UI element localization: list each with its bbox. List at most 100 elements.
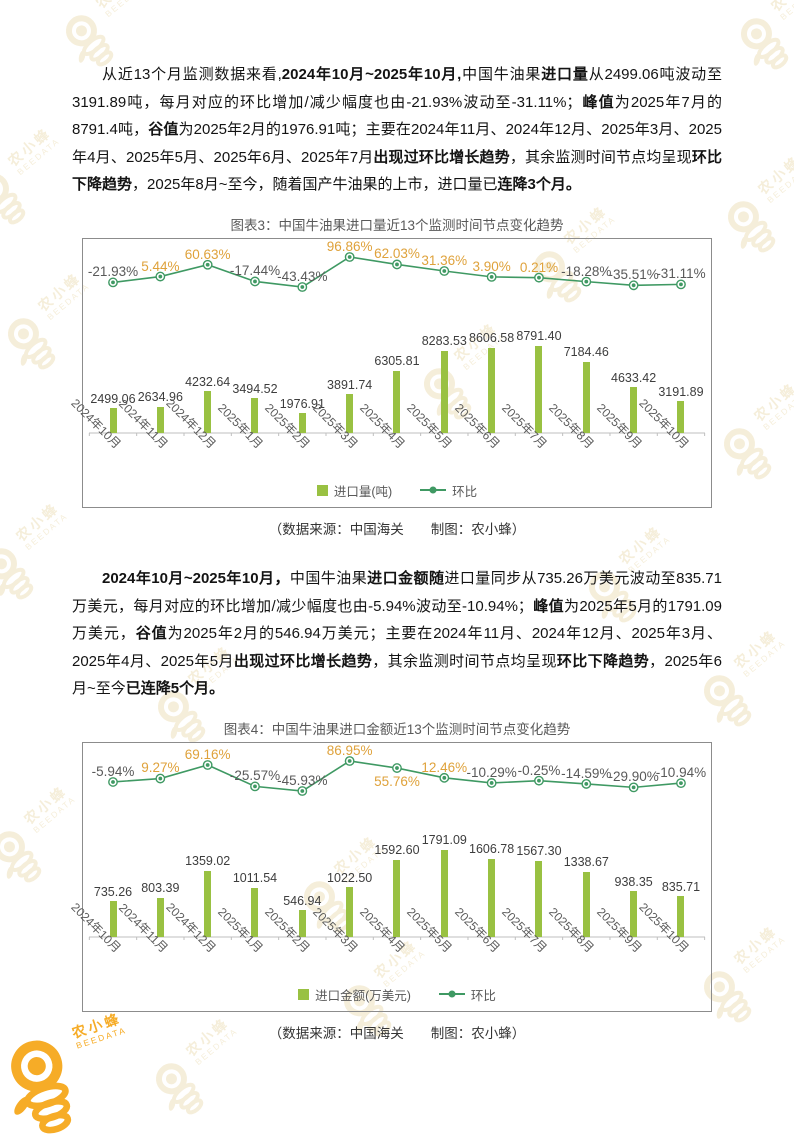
import-bar bbox=[251, 887, 259, 937]
bar-value-label: 938.35 bbox=[614, 874, 653, 889]
chart4-canvas: 735.26 803.39 1359.02 1011.54 546.94 1022.50 1… bbox=[68, 741, 712, 1012]
import-bar bbox=[346, 394, 354, 433]
bee-logo-icon bbox=[155, 1063, 204, 1115]
legend-bar-label: 进口量(吨) bbox=[333, 484, 393, 499]
bar-value-label: 2499.06 bbox=[90, 391, 136, 406]
emphasis-text: 环比下降趋势 bbox=[72, 148, 722, 194]
body-text: 从近13个月监测数据来看, bbox=[102, 66, 282, 83]
import-bar bbox=[630, 387, 638, 433]
bar-value-label: 1606.78 bbox=[469, 842, 515, 857]
bar-value-label: 8283.53 bbox=[421, 334, 467, 349]
body-text: 从2499.06吨波动至3191.89吨，每月对应的环比增加/减少幅度也由-21… bbox=[72, 66, 722, 111]
legend-line-label: 环比 bbox=[452, 484, 478, 499]
emphasis-text: 出现过环比增长趋势 bbox=[233, 652, 373, 670]
emphasis-text: 谷值 bbox=[135, 625, 168, 643]
ring-ratio-label: 62.03% bbox=[374, 246, 420, 262]
import-bar bbox=[535, 860, 543, 937]
bar-value-label: 803.39 bbox=[141, 881, 180, 896]
paragraph-import-volume: 从近13个月监测数据来看,2024年10月~2025年10月,中国牛油果进口量从… bbox=[72, 61, 722, 199]
bar-value-label: 6305.81 bbox=[374, 354, 420, 369]
import-bar bbox=[488, 858, 496, 937]
emphasis-text: 2024年10月~2025年10月, bbox=[281, 66, 462, 83]
body-text: ，2025年6月~至今 bbox=[72, 652, 722, 698]
bar-value-label: 1567.30 bbox=[516, 844, 562, 859]
import-bar bbox=[109, 901, 117, 937]
ring-ratio-label: 86.95% bbox=[326, 742, 373, 758]
import-bar bbox=[298, 910, 306, 937]
import-bar bbox=[440, 849, 448, 937]
import-bar bbox=[393, 859, 401, 937]
import-bar bbox=[488, 347, 496, 433]
emphasis-text: 2024年10月~2025年10月， bbox=[102, 569, 290, 587]
ring-ratio-label: -18.28% bbox=[561, 263, 612, 279]
body-text: 为2025年2月的546.94万美元；主要在2024年11月、2024年12月、… bbox=[72, 625, 722, 670]
bar-value-label: 4633.42 bbox=[611, 370, 657, 385]
ring-ratio-label: -45.93% bbox=[277, 772, 328, 788]
import-bar bbox=[346, 887, 354, 937]
bar-value-label: 1338.67 bbox=[563, 855, 609, 870]
ring-ratio-label: 60.63% bbox=[184, 246, 231, 262]
ring-ratio-label: -31.11% bbox=[656, 266, 706, 282]
chart4-block: 图表4：中国牛油果进口金额近13个监测时间节点变化趋势 735.26 803.39… bbox=[68, 718, 722, 1042]
ring-ratio-label: 12.46% bbox=[421, 759, 468, 775]
ring-ratio-label: -29.90% bbox=[608, 769, 659, 785]
ring-ratio-label: 3.90% bbox=[472, 258, 511, 274]
bar-value-label: 1592.60 bbox=[374, 843, 420, 858]
bee-logo-icon bbox=[11, 1040, 72, 1134]
report-content: 从近13个月监测数据来看,2024年10月~2025年10月,中国牛油果进口量从… bbox=[68, 61, 722, 1042]
legend-line-item: 环比 bbox=[420, 481, 477, 500]
ring-ratio-label: -0.25% bbox=[517, 762, 561, 778]
bar-value-label: 1976.91 bbox=[279, 396, 325, 411]
bar-value-label: 1011.54 bbox=[232, 871, 278, 886]
bar-swatch-icon bbox=[316, 484, 328, 496]
body-text: 为2025年2月的1976.91吨；主要在2024年11月、2024年12月、2… bbox=[72, 121, 722, 166]
emphasis-text: 已连降5个月。 bbox=[125, 680, 225, 698]
chart-legend: 进口量(吨) 环比 bbox=[83, 481, 711, 500]
ring-ratio-label: 69.16% bbox=[184, 746, 231, 762]
bar-value-label: 4232.64 bbox=[185, 374, 231, 389]
chart3-source-note: （数据来源：中国海关 制图：农小蜂） bbox=[268, 521, 526, 537]
ring-ratio-label: 5.44% bbox=[141, 258, 180, 274]
paragraph-import-value: 2024年10月~2025年10月，中国牛油果进口金额随进口量同步从735.26… bbox=[72, 565, 722, 703]
body-text: 为2025年7月的8791.4吨， bbox=[72, 93, 722, 139]
bar-value-label: 3494.52 bbox=[232, 381, 278, 396]
line-swatch-icon bbox=[438, 990, 465, 998]
legend-line-label: 环比 bbox=[470, 988, 496, 1003]
ring-ratio-label: 9.27% bbox=[141, 760, 180, 776]
emphasis-text: 进口金额随 bbox=[367, 569, 445, 587]
ring-ratio-label: -5.94% bbox=[91, 763, 135, 779]
bar-value-label: 8791.40 bbox=[516, 329, 562, 344]
body-text: ，其余监测时间节点均呈现 bbox=[509, 148, 692, 166]
bar-value-label: 8606.58 bbox=[469, 331, 515, 346]
bar-value-label: 735.26 bbox=[93, 884, 133, 899]
import-bar bbox=[677, 401, 685, 433]
bar-value-label: 3891.74 bbox=[327, 377, 373, 392]
import-bar bbox=[204, 391, 212, 433]
ring-ratio-label: -43.43% bbox=[277, 268, 328, 284]
legend-bar-label: 进口金额(万美元) bbox=[315, 988, 411, 1003]
emphasis-text: 峰值 bbox=[581, 93, 615, 111]
line-swatch-icon bbox=[420, 486, 447, 494]
import-bar bbox=[156, 406, 164, 433]
ring-ratio-label: 31.36% bbox=[421, 252, 468, 268]
ring-ratio-label: -14.59% bbox=[561, 765, 612, 781]
bar-value-label: 3191.89 bbox=[658, 384, 704, 399]
body-text: 中国牛油果 bbox=[461, 66, 542, 83]
import-bar bbox=[677, 896, 685, 937]
import-bar bbox=[535, 345, 543, 433]
import-bar bbox=[630, 891, 638, 937]
bar-value-label: 2634.96 bbox=[137, 390, 183, 405]
body-text: 中国牛油果 bbox=[289, 569, 368, 587]
chart3-canvas: 2499.06 2634.96 4232.64 3494.52 1976.91 3891.… bbox=[68, 237, 712, 508]
bar-value-label: 7184.46 bbox=[563, 345, 609, 360]
chart-legend: 进口金额(万美元) 环比 bbox=[83, 985, 711, 1004]
import-bar bbox=[298, 413, 306, 433]
chart-plot bbox=[88, 756, 706, 940]
import-bar bbox=[582, 361, 590, 433]
chart4-source-note: （数据来源：中国海关 制图：农小蜂） bbox=[268, 1025, 526, 1041]
bar-swatch-icon bbox=[298, 988, 310, 1000]
ring-ratio-label: -25.57% bbox=[229, 768, 281, 784]
bar-value-label: 1791.09 bbox=[421, 833, 467, 848]
bar-value-label: 835.71 bbox=[661, 879, 701, 894]
